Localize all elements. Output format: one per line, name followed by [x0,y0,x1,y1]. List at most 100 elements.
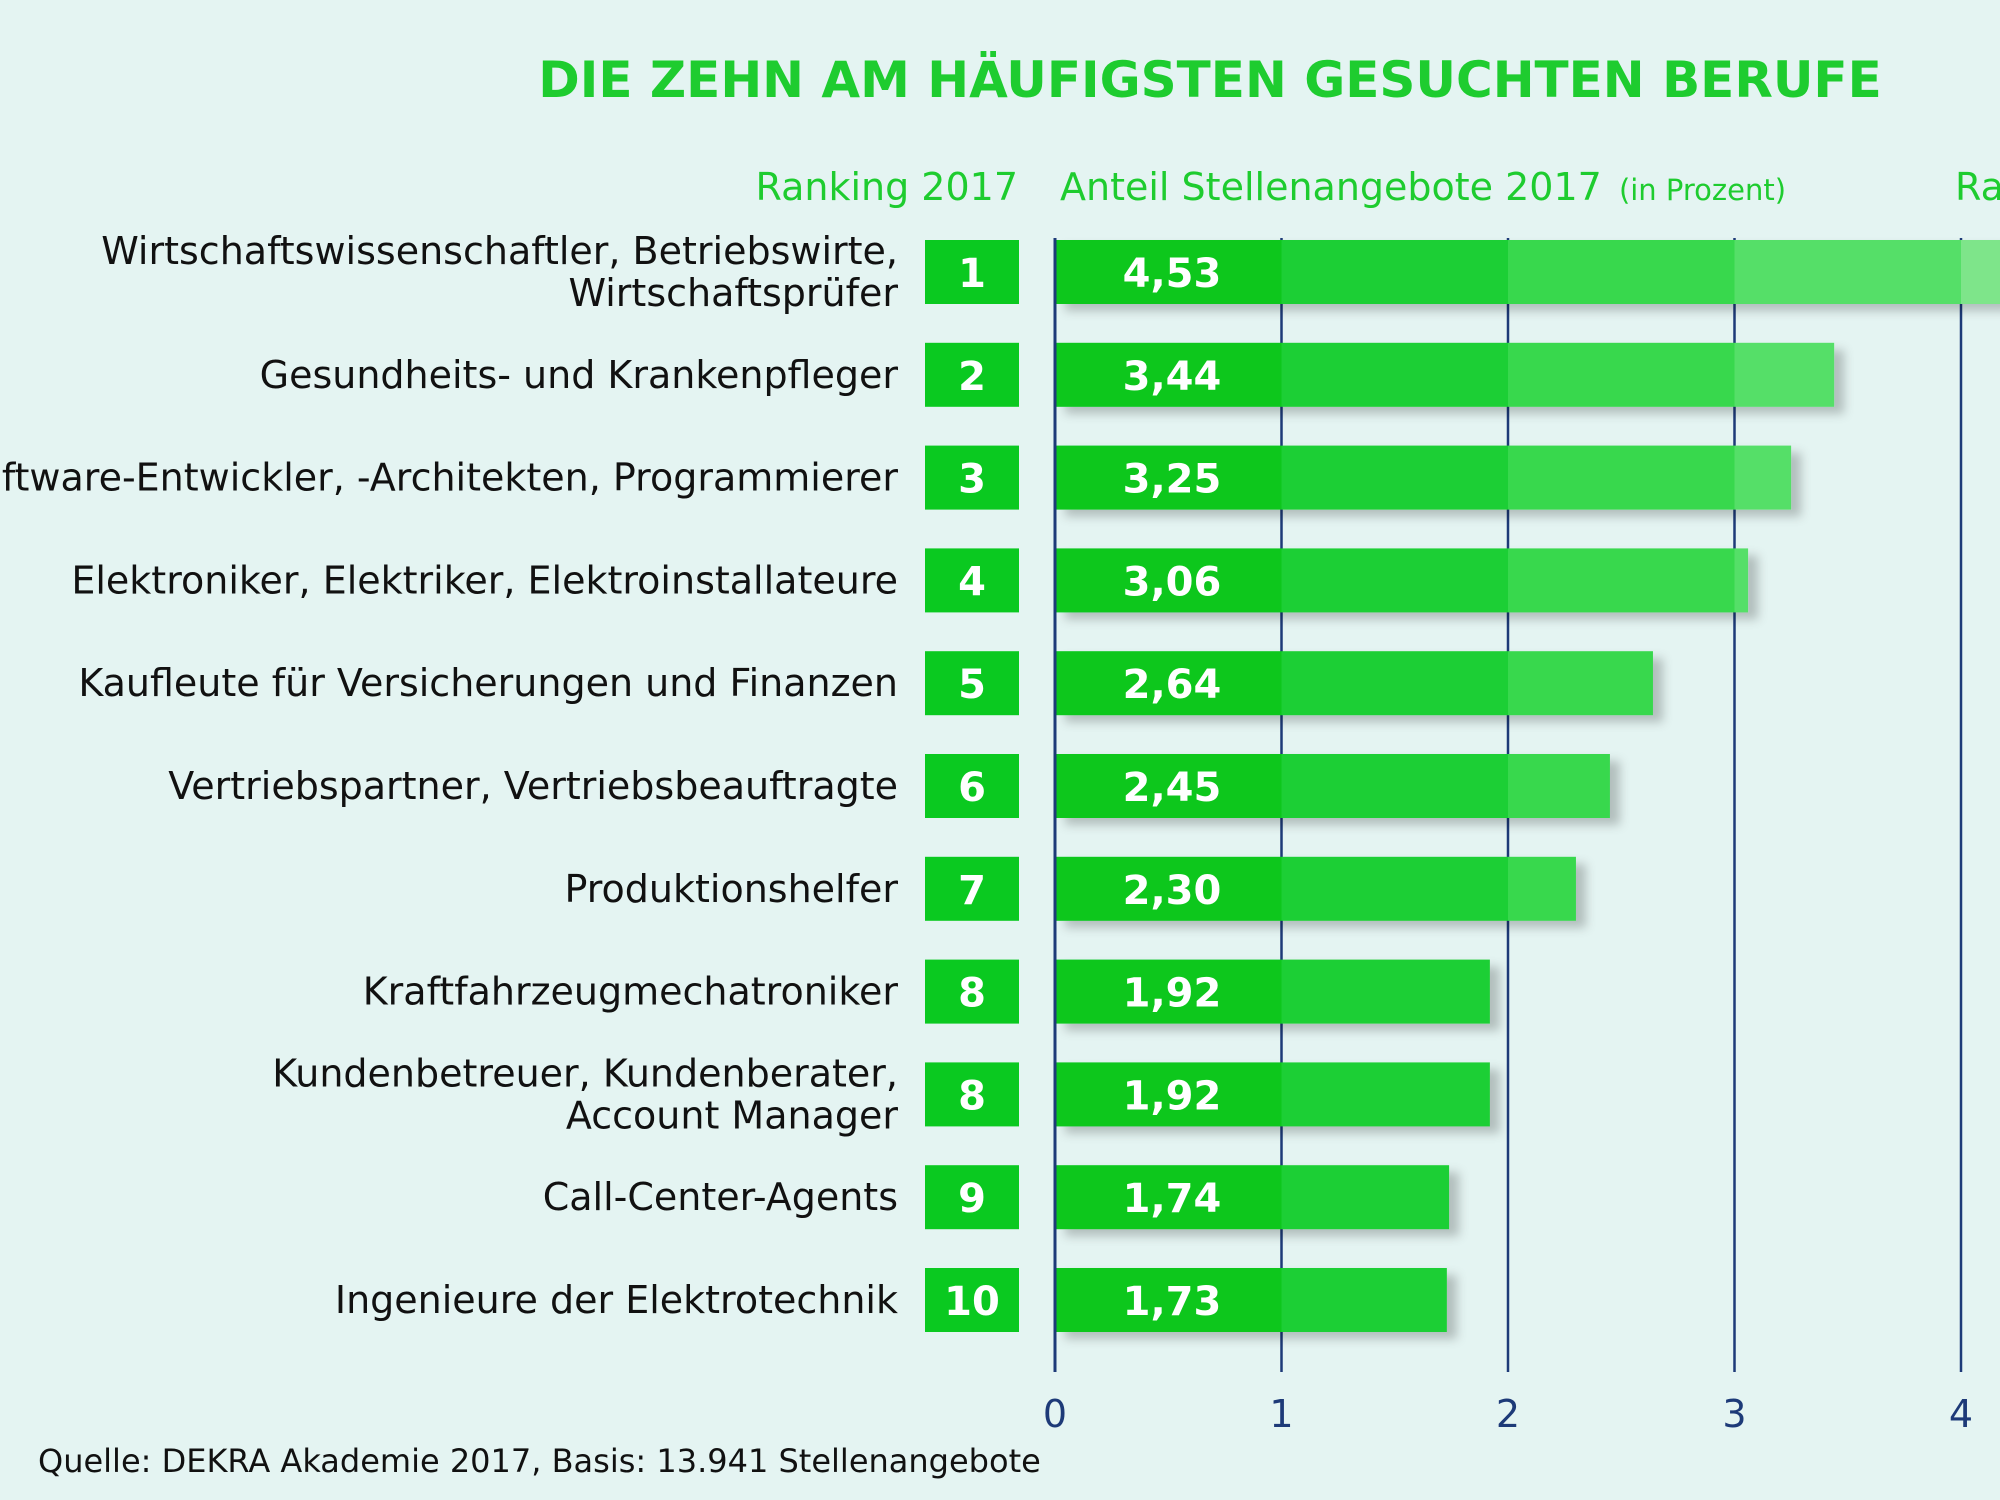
rank-number: 3 [958,457,986,503]
category-label: Gesundheits- und Krankenpfleger [260,353,899,397]
category-label: Account Manager [566,1093,898,1137]
header-share-label: Anteil Stellenangebote 2017 [1060,165,1602,209]
bar-value-label: 4,53 [1123,251,1222,297]
bar [1055,959,1490,1024]
rank-badge [925,1165,1019,1230]
bar [1055,754,1610,818]
category-label: Wirtschaftswissenschaftler, Betriebswirt… [101,229,898,273]
x-tick-label: 0 [1043,1392,1067,1436]
bar-segment [1281,651,1508,716]
bar-segment [1734,548,1749,613]
header-ranking: Ranking 2017 [756,165,1019,209]
bar-segment [1281,548,1508,613]
rank-number: 6 [958,765,986,811]
bar-segment [1055,754,1282,818]
bar-segment [1281,1268,1447,1332]
rank-badge [925,240,1019,304]
bar-segment [1055,959,1282,1024]
category-label: Call-Center-Agents [543,1175,898,1219]
rank-number: 2 [958,354,986,400]
rank-badge [925,1268,1019,1332]
chart-title: DIE ZEHN AM HÄUFIGSTEN GESUCHTEN BERUFE [538,51,1882,109]
bar-segment [1734,240,1961,304]
rank-number: 8 [958,971,986,1017]
rank-number: 1 [958,251,986,297]
bar-segment [1734,342,1835,407]
bars: 4,53 3,44 3,25 3,06 2,64 2,45 2,30 1,92 1,92 1,74… [1055,240,2000,1332]
bar-value-label: 3,25 [1123,457,1222,503]
rank-badge [925,856,1019,921]
bar [1055,548,1749,613]
bar-segment [1055,651,1282,716]
header-share: Anteil Stellenangebote 2017 (in Prozent) [1060,165,1786,209]
x-tick-label: 2 [1496,1392,1520,1436]
bar-value-label: 2,64 [1123,662,1222,708]
bar-segment [1055,1165,1282,1230]
bar [1055,651,1653,716]
bar [1055,1165,1450,1230]
rank-badge [925,1062,1019,1127]
bar [1055,445,1792,510]
bar-value-label: 1,92 [1123,971,1222,1017]
bar-segment [1508,548,1735,613]
category-labels: Wirtschaftswissenschaftler, Betriebswirt… [0,229,898,1322]
bar-value-label: 1,92 [1123,1073,1222,1119]
header-ranking-right: Ra [1955,165,2000,209]
bar-value-label: 3,06 [1123,559,1222,605]
bar-value-label: 1,74 [1123,1176,1222,1222]
category-label: Software-Entwickler, -Architekten, Progr… [0,456,898,500]
bar-value-label: 1,73 [1123,1279,1222,1325]
bar-segment [1055,342,1282,407]
bar-segment [1508,754,1610,818]
rank-badges: 1 2 3 4 5 6 7 8 8 9 10 [925,240,1019,1332]
bar-segment [1961,240,2000,304]
x-axis-ticks: 0 1 2 3 4 [1043,1392,1973,1436]
category-label: Kraftfahrzeugmechatroniker [363,970,899,1014]
rank-number: 5 [958,662,986,708]
x-tick-label: 4 [1949,1392,1973,1436]
rank-badge [925,651,1019,716]
bar-segment [1508,342,1735,407]
source-note: Quelle: DEKRA Akademie 2017, Basis: 13.9… [38,1442,1041,1480]
bar-segment [1508,445,1735,510]
bar [1055,1268,1447,1332]
rank-number: 8 [958,1073,986,1119]
bar-segment [1281,1165,1450,1230]
bar-segment [1508,240,1735,304]
category-label: Kundenbetreuer, Kundenberater, [272,1051,898,1095]
bar-value-label: 2,30 [1123,868,1222,914]
x-tick-label: 1 [1269,1392,1293,1436]
category-label: Produktionshelfer [565,867,899,911]
bar-segment [1281,1062,1490,1127]
bar-value-label: 2,45 [1123,765,1222,811]
category-label: Vertriebspartner, Vertriebsbeauftragte [168,764,898,808]
bar-segment [1281,342,1508,407]
bar-segment [1055,548,1282,613]
bar-segment [1055,856,1282,921]
bar [1055,1062,1490,1127]
bar-segment [1734,445,1792,510]
category-label: Ingenieure der Elektrotechnik [335,1278,898,1322]
category-label: Wirtschaftsprüfer [569,271,899,315]
bar-segment [1055,1268,1282,1332]
rank-badge [925,342,1019,407]
bar-segment [1508,651,1653,716]
rank-number: 4 [958,559,986,605]
x-tick-label: 3 [1722,1392,1746,1436]
bar [1055,856,1576,921]
bar [1055,342,1835,407]
bar [1055,240,2000,304]
rank-badge [925,445,1019,510]
category-label: Elektroniker, Elektriker, Elektroinstall… [71,558,898,602]
bar-segment [1281,240,1508,304]
bar-segment [1055,445,1282,510]
bar-segment [1055,240,1282,304]
bar-value-label: 3,44 [1123,354,1222,400]
bar-segment [1281,754,1508,818]
category-label: Kaufleute für Versicherungen und Finanze… [78,661,898,705]
rank-number: 7 [958,868,986,914]
bar-segment [1281,445,1508,510]
rank-badge [925,754,1019,818]
rank-number: 10 [944,1279,1000,1325]
